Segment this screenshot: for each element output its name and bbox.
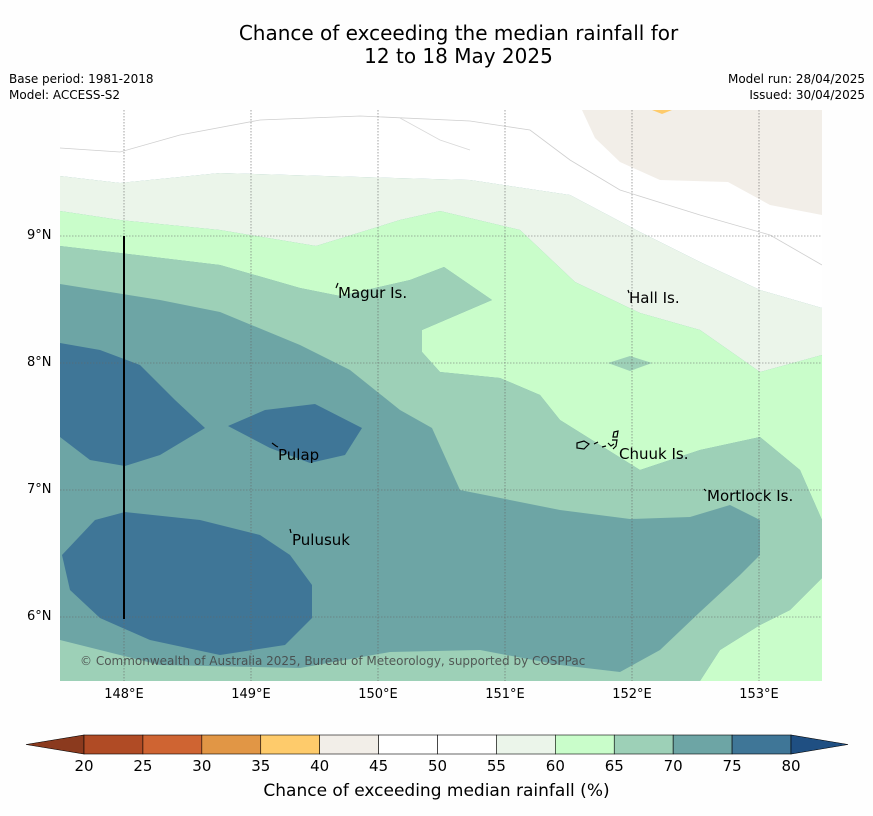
colorbar-tick-label: 65 xyxy=(604,757,624,775)
magur-island-outline xyxy=(335,282,339,289)
title-line-1: Chance of exceeding the median rainfall … xyxy=(238,21,679,45)
colorbar-tick-label: 25 xyxy=(133,757,153,775)
band-65-70 xyxy=(60,246,822,681)
meta-left: Base period: 1981-2018 Model: ACCESS-S2 xyxy=(9,71,154,103)
lat-label-8n: 8°N xyxy=(27,355,52,370)
lat-label-6n: 6°N xyxy=(27,609,52,624)
band-75-80-pulap xyxy=(228,404,362,463)
lon-label-151e: 151°E xyxy=(485,687,525,702)
colorbar-segment xyxy=(142,734,203,755)
island-outlines xyxy=(271,282,707,534)
colorbar-tick-label: 55 xyxy=(486,757,506,775)
band-75-80-west xyxy=(60,343,205,466)
contour-map-svg xyxy=(60,110,822,681)
title-line-2: 12 to 18 May 2025 xyxy=(364,44,553,68)
model-run: Model run: 28/04/2025 xyxy=(727,72,865,86)
map-title: Chance of exceeding the median rainfall … xyxy=(0,22,873,68)
rainfall-map xyxy=(60,110,822,681)
label-mortlock: Mortlock Is. xyxy=(707,487,794,505)
colorbar-over-arrow xyxy=(790,734,849,755)
base-period: Base period: 1981-2018 xyxy=(9,72,154,86)
label-pulap: Pulap xyxy=(278,446,320,464)
colorbar-tick-label: 70 xyxy=(663,757,683,775)
colorbar-tick-label: 80 xyxy=(781,757,801,775)
colorbar-tick-label: 40 xyxy=(310,757,330,775)
lon-label-150e: 150°E xyxy=(358,687,398,702)
colorbar-segment xyxy=(613,734,674,755)
colorbar-tick-label: 60 xyxy=(545,757,565,775)
colorbar-segment xyxy=(260,734,320,755)
lat-label-9n: 9°N xyxy=(27,228,52,243)
lon-label-149e: 149°E xyxy=(231,687,271,702)
band-65-70-patch xyxy=(608,356,652,371)
colorbar-tick-label: 75 xyxy=(722,757,742,775)
colorbar-under-arrow xyxy=(25,734,85,755)
colorbar-label: Chance of exceeding median rainfall (%) xyxy=(263,781,610,801)
colorbar-segment xyxy=(201,734,262,755)
colorbar-segment xyxy=(319,734,379,755)
colorbar xyxy=(0,730,873,762)
colorbar-segment xyxy=(496,734,556,755)
colorbar-segment xyxy=(731,734,792,755)
band-60-65 xyxy=(60,211,822,520)
band-35-40-dot xyxy=(652,110,672,114)
colorbar-tick-label: 30 xyxy=(192,757,212,775)
label-pulusuk: Pulusuk xyxy=(292,531,350,549)
label-hall: Hall Is. xyxy=(629,289,680,307)
lat-label-7n: 7°N xyxy=(27,482,52,497)
lon-label-153e: 153°E xyxy=(739,687,779,702)
pulusuk-island-outline xyxy=(289,528,292,534)
colorbar-segment xyxy=(437,734,497,755)
colorbar-svg xyxy=(25,734,849,755)
meta-right: Model run: 28/04/2025 Issued: 30/04/2025 xyxy=(728,71,865,103)
colorbar-segment xyxy=(83,734,144,755)
band-55-60 xyxy=(60,173,822,372)
issued-date: Issued: 30/04/2025 xyxy=(749,88,865,102)
band-40-45 xyxy=(582,110,822,215)
chuuk-island-outline xyxy=(576,430,619,450)
contour-line-small xyxy=(399,117,471,151)
lon-label-152e: 152°E xyxy=(612,687,652,702)
colorbar-tick-label: 45 xyxy=(369,757,389,775)
colorbar-tick-label: 20 xyxy=(74,757,94,775)
copyright-notice: © Commonwealth of Australia 2025, Bureau… xyxy=(80,654,586,668)
model-name: Model: ACCESS-S2 xyxy=(9,88,121,102)
pulap-island-outline xyxy=(271,442,279,448)
colorbar-tick-label: 35 xyxy=(251,757,271,775)
lon-label-148e: 148°E xyxy=(104,687,144,702)
hall-island-outline xyxy=(627,289,630,294)
colorbar-segment xyxy=(672,734,733,755)
colorbar-segment xyxy=(555,734,615,755)
colorbar-segment xyxy=(378,734,438,755)
contour-line-upper xyxy=(60,115,822,266)
label-magur: Magur Is. xyxy=(338,284,408,302)
mortlock-island-outline xyxy=(703,488,707,492)
label-chuuk: Chuuk Is. xyxy=(619,445,689,463)
colorbar-tick-label: 50 xyxy=(427,757,448,775)
band-60-65-lower xyxy=(700,578,822,681)
